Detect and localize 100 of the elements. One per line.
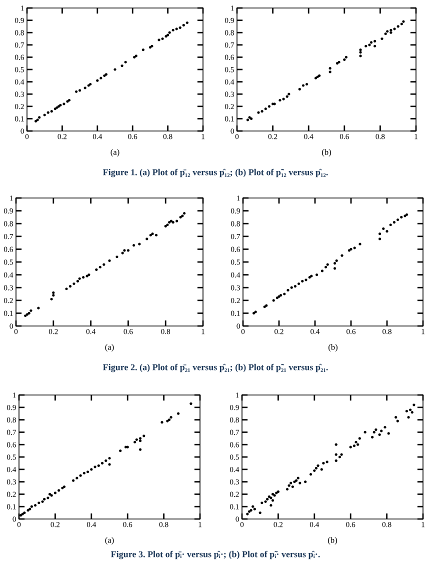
- x-axis-title: (b): [328, 537, 337, 545]
- point: [50, 110, 53, 113]
- point: [97, 464, 100, 467]
- point: [380, 430, 383, 432]
- point: [52, 294, 55, 297]
- point: [316, 274, 318, 276]
- point: [288, 484, 290, 487]
- point: [146, 238, 148, 240]
- point: [58, 489, 60, 492]
- point: [65, 288, 68, 290]
- point: [304, 278, 308, 282]
- point: [54, 492, 56, 494]
- point: [358, 437, 361, 440]
- point: [168, 418, 171, 422]
- point: [183, 212, 186, 215]
- point: [378, 232, 382, 236]
- point: [310, 274, 313, 278]
- point: [150, 44, 154, 48]
- point: [68, 285, 72, 288]
- point: [134, 440, 136, 444]
- point: [175, 28, 178, 30]
- point: [368, 44, 371, 46]
- point: [135, 438, 138, 441]
- point: [384, 426, 386, 429]
- point: [328, 70, 332, 74]
- point: [258, 512, 262, 514]
- point: [257, 111, 260, 114]
- point: [78, 89, 82, 92]
- point: [402, 20, 405, 23]
- point: [286, 288, 290, 292]
- point: [396, 25, 400, 28]
- point: [264, 500, 267, 503]
- point: [170, 220, 173, 222]
- point: [100, 76, 102, 80]
- point: [123, 249, 126, 252]
- point: [30, 505, 33, 508]
- point: [94, 466, 96, 468]
- point: [72, 282, 76, 286]
- point: [409, 408, 412, 412]
- point: [334, 453, 338, 456]
- point: [326, 263, 329, 266]
- point: [43, 114, 46, 116]
- point: [148, 46, 152, 49]
- point: [41, 500, 44, 503]
- point: [263, 306, 266, 308]
- point: [26, 313, 29, 316]
- point: [352, 444, 356, 448]
- point: [264, 108, 267, 110]
- point: [78, 277, 81, 280]
- point: [164, 34, 168, 38]
- point: [76, 280, 80, 282]
- point: [158, 38, 160, 42]
- point: [286, 95, 288, 98]
- point: [36, 118, 39, 122]
- point: [43, 498, 46, 500]
- point: [52, 291, 55, 294]
- point: [26, 509, 30, 512]
- point: [370, 41, 373, 44]
- point: [290, 286, 293, 289]
- point: [353, 246, 356, 250]
- point: [142, 48, 144, 52]
- point: [102, 263, 106, 266]
- point: [278, 295, 280, 298]
- x-axis-title: (b): [322, 149, 331, 157]
- point: [336, 62, 339, 65]
- point: [340, 453, 343, 456]
- point: [268, 105, 271, 108]
- point: [34, 504, 37, 507]
- point: [322, 462, 325, 464]
- x-axis-title: (b): [328, 344, 338, 352]
- point: [410, 411, 414, 414]
- point: [328, 66, 332, 70]
- point: [354, 440, 358, 444]
- point: [324, 266, 328, 268]
- point: [170, 416, 172, 419]
- point: [309, 473, 312, 476]
- point: [37, 306, 40, 310]
- point: [271, 499, 274, 502]
- point: [348, 249, 350, 252]
- point: [132, 244, 136, 247]
- point: [114, 68, 116, 71]
- point: [90, 468, 93, 471]
- point: [246, 512, 249, 516]
- point: [168, 31, 171, 34]
- point: [179, 216, 182, 218]
- point: [24, 314, 27, 318]
- point: [160, 420, 164, 424]
- point: [335, 259, 338, 262]
- point: [384, 32, 387, 36]
- point: [298, 482, 302, 484]
- point: [304, 480, 307, 484]
- point: [100, 462, 104, 464]
- point: [104, 459, 108, 462]
- point: [389, 224, 392, 226]
- point: [290, 482, 292, 484]
- point: [380, 37, 384, 40]
- point: [334, 459, 338, 462]
- point: [378, 238, 382, 240]
- point: [84, 86, 86, 90]
- point: [116, 256, 118, 258]
